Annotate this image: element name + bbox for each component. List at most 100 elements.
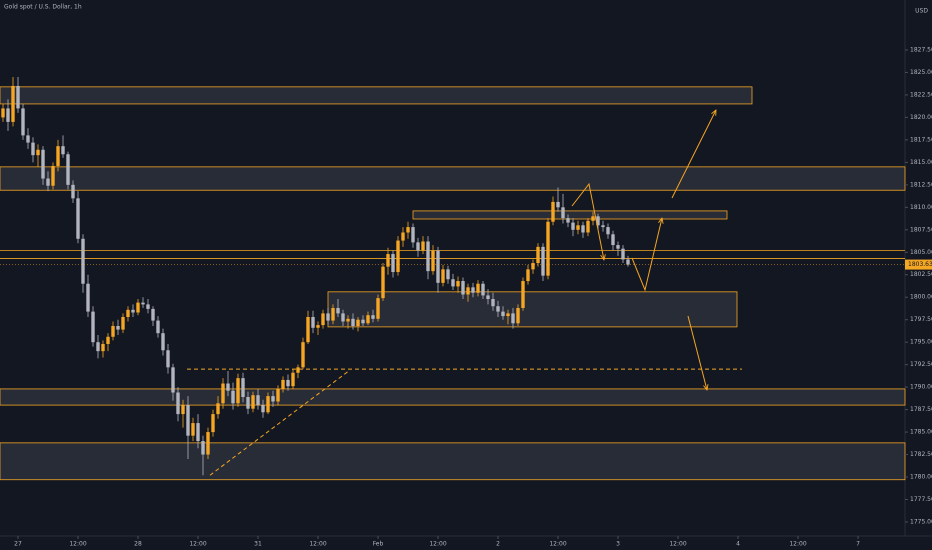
candle-body [181, 405, 185, 415]
candle-body [446, 269, 450, 280]
candle-body [361, 319, 365, 324]
candle-body [31, 142, 35, 156]
candle-body [406, 227, 410, 233]
candle-body [501, 311, 505, 317]
y-tick-label: 1820.00 [910, 114, 932, 121]
candle-body [411, 227, 415, 243]
y-tick-label: 1807.50 [910, 226, 932, 233]
y-tick-label: 1817.50 [910, 136, 932, 143]
candle-body [66, 154, 70, 185]
candle-body [286, 379, 290, 387]
candle-body [11, 85, 15, 122]
plot [0, 76, 906, 481]
y-tick-label: 1782.50 [910, 451, 932, 458]
candle-body [471, 287, 475, 293]
candle-body [536, 246, 540, 264]
candle-body [586, 220, 590, 233]
candle-body [71, 184, 75, 199]
y-tick-label: 1822.50 [910, 91, 932, 98]
candle-body [161, 333, 165, 351]
candle-body [146, 304, 150, 309]
x-tick-label: 12:00 [189, 541, 206, 548]
last-price-label: 1803.63 [908, 261, 932, 268]
y-tick-label: 1810.00 [910, 204, 932, 211]
candle-body [376, 298, 380, 319]
projection-arrows [571, 110, 716, 390]
y-tick-label: 1812.50 [910, 181, 932, 188]
candle-body [491, 299, 495, 307]
candle-body [51, 165, 55, 186]
candle-body [336, 308, 340, 314]
candle-body [291, 372, 295, 387]
candle-body [626, 259, 630, 265]
last-price-box [905, 259, 932, 270]
candle-body [306, 316, 310, 343]
candle-body [226, 383, 230, 391]
candle-body [601, 225, 605, 228]
x-tick-label: Feb [373, 541, 384, 548]
candle-body [596, 216, 600, 226]
candle-body [616, 245, 620, 249]
candle-body [506, 313, 510, 317]
x-tick-label: 7 [856, 541, 860, 548]
candle-body [91, 311, 95, 343]
x-tick-label: 12:00 [69, 541, 86, 548]
candle-body [301, 342, 305, 368]
candle-body [121, 316, 125, 330]
candle-body [521, 281, 525, 309]
candle-body [46, 178, 50, 186]
candle-body [606, 227, 610, 235]
chart-title: Gold spot / U.S. Dollar, 1h [4, 4, 82, 11]
candle-body [416, 242, 420, 251]
candle-body [431, 250, 435, 272]
candle-body [126, 309, 130, 317]
candle-body [451, 279, 455, 287]
x-tick-label: 31 [254, 541, 262, 548]
candle-body [271, 396, 275, 402]
candle-body [391, 254, 395, 273]
arrow [571, 182, 604, 260]
candle-body [56, 146, 60, 166]
candle-body [511, 313, 515, 324]
candle-body [151, 308, 155, 321]
candle-body [26, 135, 30, 143]
candle-body [281, 379, 285, 389]
candle-body [481, 283, 485, 296]
zone [0, 388, 906, 406]
candle-body [266, 396, 270, 413]
candle-body [96, 342, 100, 352]
candle-body [351, 318, 355, 326]
candle-body [166, 350, 170, 368]
candle-body [241, 378, 245, 398]
candle-body [326, 313, 330, 321]
candle-body [206, 432, 210, 455]
candle-body [156, 320, 160, 334]
candle-body [421, 241, 425, 251]
candle-body [591, 216, 595, 221]
x-tick-label: 2 [496, 541, 500, 548]
candle-body [566, 218, 570, 223]
candle-body [276, 388, 280, 402]
y-tick-label: 1787.50 [910, 406, 932, 413]
candle-body [526, 269, 530, 282]
y-tick-label: 1815.00 [910, 159, 932, 166]
x-tick-label: 28 [134, 541, 142, 548]
currency-label: USD [915, 8, 928, 15]
y-tick-label: 1797.50 [910, 316, 932, 323]
candle-body [356, 319, 360, 326]
candle-body [61, 146, 65, 155]
candle-body [116, 325, 120, 330]
x-tick-label: 12:00 [669, 541, 686, 548]
y-tick-label: 1827.50 [910, 46, 932, 53]
y-tick-label: 1780.00 [910, 474, 932, 481]
candle-body [496, 306, 500, 312]
candle-body [201, 441, 205, 455]
candle-body [331, 308, 335, 321]
candle-body [191, 423, 195, 436]
candle-body [186, 405, 190, 436]
candle-body [436, 250, 440, 283]
arrow [687, 315, 707, 390]
y-tick-label: 1800.00 [910, 294, 932, 301]
x-tick-label: 4 [736, 541, 740, 548]
